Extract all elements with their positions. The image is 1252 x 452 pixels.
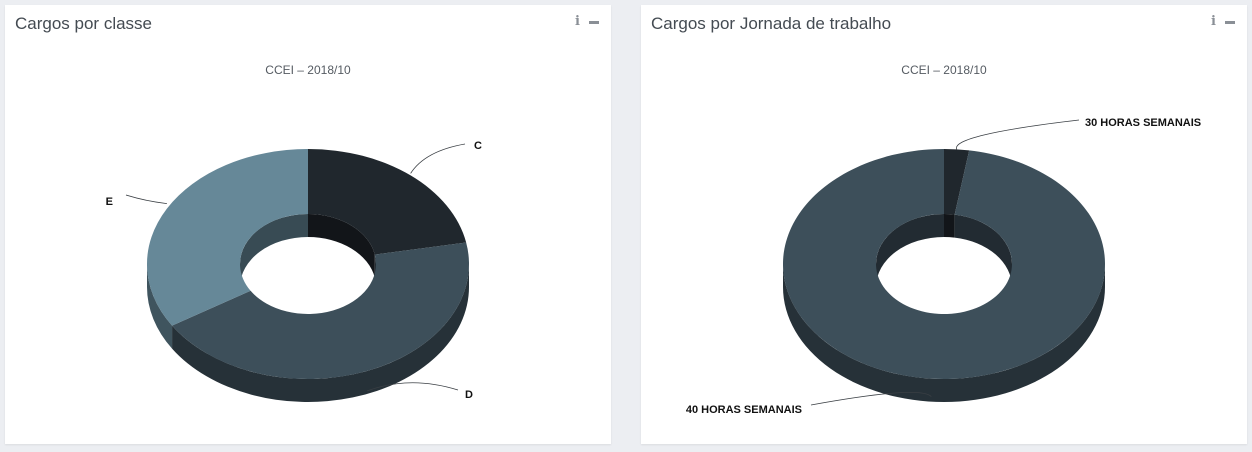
slice-label: E [106, 196, 113, 208]
slice-side-e [147, 264, 173, 349]
slice-d[interactable] [172, 242, 470, 380]
info-icon[interactable]: i [1211, 14, 1216, 29]
panel-tools: i [1211, 14, 1235, 29]
chart-subtitle: CCEI – 2018/10 [265, 63, 351, 77]
label-connector [367, 382, 459, 392]
chart-panel-cargos-por-jornada: Cargos por Jornada de trabalho i CCEI – … [641, 5, 1247, 444]
slice-40-horas-semanais[interactable] [783, 149, 1105, 379]
panel-title: Cargos por classe [15, 14, 153, 33]
chart-panel-cargos-por-classe: Cargos por classe i CCEI – 2018/10 C D E [5, 5, 611, 444]
info-icon[interactable]: i [575, 14, 580, 29]
slice-label: D [465, 389, 473, 401]
slice-inner-40-horas-semanais [954, 214, 1012, 287]
slice-inner-40-horas-semanais [876, 214, 944, 287]
slice-e[interactable] [147, 149, 308, 326]
slice-side-d [172, 264, 469, 402]
slice-inner-30-horas-semanais [944, 214, 955, 238]
label-connector [956, 119, 1080, 150]
slice-inner-e [240, 214, 308, 287]
slice-side-40-horas-semanais [783, 264, 1105, 402]
minimize-icon[interactable] [1225, 21, 1235, 24]
label-connector [125, 194, 167, 204]
donut-chart-classe: CCEI – 2018/10 C D E [106, 63, 482, 402]
slice-inner-c [308, 214, 375, 278]
slice-label: 40 HORAS SEMANAIS [686, 404, 802, 416]
slice-30-horas-semanais[interactable] [944, 149, 970, 215]
donut-chart-jornada: CCEI – 2018/10 30 HORAS SEMANAIS 40 HORAS… [686, 63, 1201, 416]
minimize-icon[interactable] [589, 21, 599, 24]
slice-label: 30 HORAS SEMANAIS [1085, 117, 1201, 129]
slice-c[interactable] [308, 149, 467, 255]
panel-title: Cargos por Jornada de trabalho [651, 14, 892, 33]
label-connector [810, 391, 932, 406]
panel-tools: i [575, 14, 599, 29]
chart-subtitle: CCEI – 2018/10 [901, 63, 987, 77]
slice-label: C [474, 140, 482, 152]
label-connector [410, 143, 466, 174]
